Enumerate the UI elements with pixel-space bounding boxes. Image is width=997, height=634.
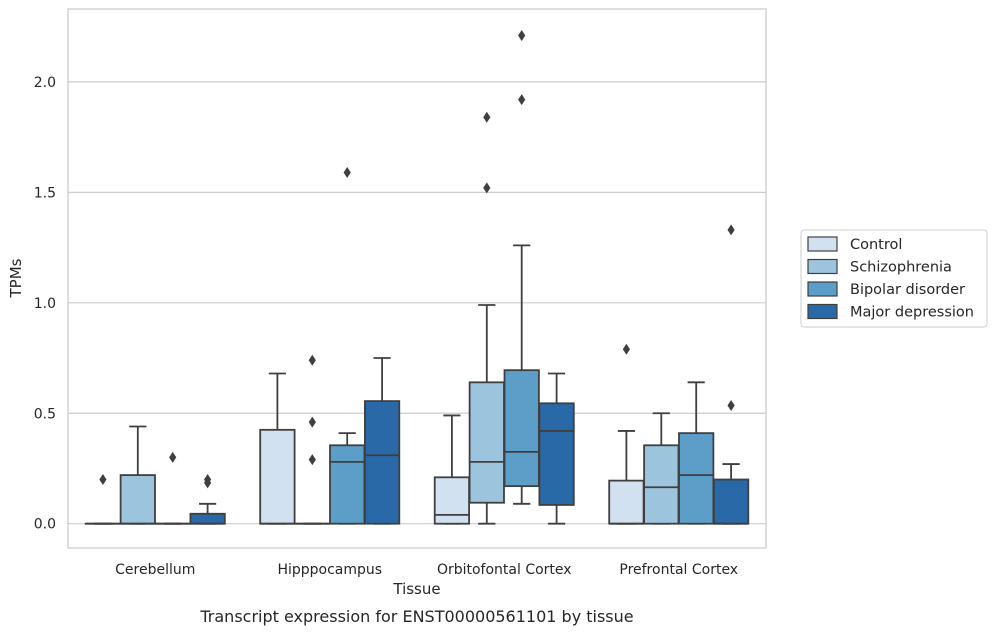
box-iqr bbox=[678, 432, 715, 525]
box-iqr bbox=[364, 400, 401, 525]
box-1-1 bbox=[294, 354, 331, 525]
legend: Control Schizophrenia Bipolar disorder Majo… bbox=[800, 229, 988, 328]
legend-item-1: Schizophrenia bbox=[807, 258, 952, 276]
box-3-3 bbox=[713, 224, 750, 525]
outlier-0 bbox=[308, 454, 316, 466]
box-0-3 bbox=[189, 474, 226, 525]
legend-swatch bbox=[807, 236, 838, 252]
box-iqr bbox=[643, 444, 680, 525]
y-tick-label-2: 1.0 bbox=[34, 296, 56, 312]
legend-frame bbox=[800, 229, 988, 328]
x-tick-labels: Cerebellum Hipppocampus Orbitofontal Corte… bbox=[115, 562, 738, 578]
box-3-0 bbox=[608, 343, 645, 525]
box-2-0 bbox=[433, 414, 470, 525]
legend-item-2: Bipolar disorder bbox=[807, 281, 965, 298]
x-tick-label-0: Cerebellum bbox=[115, 562, 195, 578]
box-iqr bbox=[538, 402, 575, 506]
outlier-0 bbox=[99, 474, 107, 486]
outlier-0 bbox=[169, 451, 177, 463]
box-1-3 bbox=[364, 357, 401, 525]
y-tick-label-3: 1.5 bbox=[34, 185, 56, 201]
box-0-1 bbox=[119, 425, 156, 525]
box-3-2 bbox=[678, 381, 715, 525]
y-tick-label-1: 0.5 bbox=[34, 406, 56, 422]
box-iqr bbox=[119, 474, 156, 525]
box-iqr bbox=[189, 512, 226, 525]
box-0-0 bbox=[84, 474, 121, 525]
box-iqr bbox=[503, 369, 540, 488]
outlier-0 bbox=[483, 182, 491, 194]
box-series bbox=[84, 30, 750, 525]
legend-swatch bbox=[807, 281, 838, 297]
chart-caption: Transcript expression for ENST0000056110… bbox=[199, 607, 633, 626]
legend-swatch bbox=[807, 303, 838, 320]
box-1-0 bbox=[259, 372, 296, 525]
legend-label: Control bbox=[850, 237, 902, 253]
legend-item-0: Control bbox=[807, 236, 902, 253]
box-2-1 bbox=[468, 111, 505, 525]
y-axis-label: TPMs bbox=[7, 258, 25, 298]
box-iqr bbox=[608, 479, 645, 525]
box-3-1 bbox=[643, 412, 680, 525]
outlier-0 bbox=[518, 94, 526, 106]
box-2-2 bbox=[503, 30, 540, 505]
x-tick-label-3: Prefrontal Cortex bbox=[619, 562, 738, 578]
y-tick-label-0: 0.0 bbox=[34, 517, 56, 533]
outlier-0 bbox=[727, 400, 735, 412]
box-iqr bbox=[329, 444, 366, 525]
y-tick-labels: 0.0 0.5 1.0 1.5 2.0 bbox=[34, 75, 56, 533]
outlier-1 bbox=[204, 474, 212, 486]
outlier-1 bbox=[308, 416, 316, 428]
box-iqr bbox=[713, 478, 750, 525]
box-0-2 bbox=[154, 451, 191, 525]
x-tick-label-2: Orbitofontal Cortex bbox=[437, 562, 572, 578]
outlier-1 bbox=[483, 111, 491, 123]
legend-swatch bbox=[807, 258, 838, 275]
outlier-1 bbox=[518, 30, 526, 42]
outlier-1 bbox=[727, 224, 735, 236]
legend-item-3: Major depression bbox=[807, 303, 974, 321]
x-axis-label: Tissue bbox=[392, 580, 440, 598]
y-tick-label-4: 2.0 bbox=[34, 75, 56, 91]
outlier-2 bbox=[308, 354, 316, 366]
x-tick-label-1: Hipppocampus bbox=[277, 562, 382, 578]
legend-label: Bipolar disorder bbox=[850, 282, 965, 298]
legend-label: Schizophrenia bbox=[850, 260, 952, 276]
plot-frame bbox=[67, 8, 767, 549]
legend-label: Major depression bbox=[850, 305, 974, 321]
box-iqr bbox=[468, 381, 505, 504]
outlier-0 bbox=[622, 343, 630, 355]
outlier-0 bbox=[343, 166, 351, 178]
box-iqr bbox=[433, 476, 470, 525]
box-iqr bbox=[259, 428, 296, 525]
box-2-3 bbox=[538, 372, 575, 525]
